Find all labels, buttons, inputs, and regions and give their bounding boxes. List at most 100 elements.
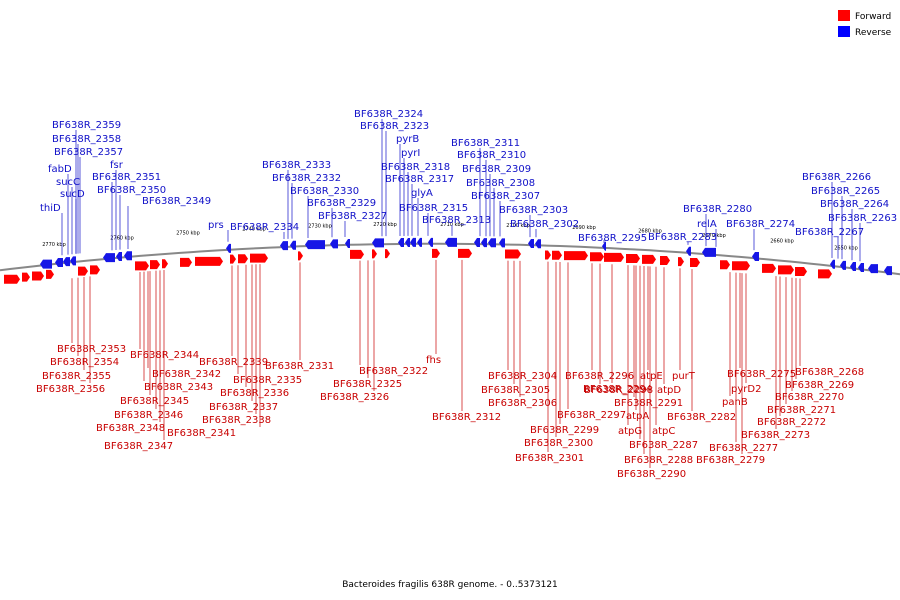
forward-gene-label: BF638R_2326 — [320, 392, 389, 403]
forward-gene-arrow — [135, 261, 149, 271]
reverse-gene-arrow — [417, 237, 422, 247]
forward-gene-label: BF638R_2288 — [624, 455, 693, 466]
forward-gene-arrow — [90, 265, 100, 275]
forward-gene-label: BF638R_2269 — [785, 380, 854, 391]
forward-gene-label: atpD — [657, 385, 681, 396]
reverse-gene-arrow — [226, 243, 231, 253]
reverse-gene-label: BF638R_2302 — [510, 219, 579, 230]
reverse-gene-arrow — [884, 266, 892, 276]
forward-gene-arrow — [298, 251, 303, 261]
reverse-gene-arrow — [40, 259, 52, 269]
forward-gene-arrow — [590, 252, 604, 262]
forward-gene-label: BF638R_2277 — [709, 443, 778, 454]
forward-gene-arrow — [778, 265, 794, 275]
reverse-gene-label: BF638R_2303 — [499, 205, 568, 216]
reverse-gene-arrow — [70, 256, 76, 266]
forward-gene-label: BF638R_2268 — [795, 367, 864, 378]
reverse-gene-arrow — [488, 238, 496, 248]
forward-gene-label: BF638R_2279 — [696, 455, 765, 466]
forward-gene-arrow — [385, 249, 390, 259]
forward-gene-label: BF638R_2297 — [557, 410, 626, 421]
reverse-gene-label: BF638R_2357 — [54, 147, 123, 158]
forward-gene-label: BF638R_2300 — [524, 438, 593, 449]
forward-gene-arrow — [458, 248, 472, 258]
forward-gene-label: BF638R_2304 — [488, 371, 557, 382]
reverse-gene-label: BF638R_2310 — [457, 150, 526, 161]
forward-gene-arrow — [678, 257, 684, 267]
tick-label: 2750 kbp — [176, 230, 200, 236]
reverse-gene-label: glyA — [411, 188, 433, 199]
forward-gene-arrow — [818, 269, 832, 279]
forward-gene-label: BF638R_2305 — [481, 385, 550, 396]
reverse-gene-label: BF638R_2323 — [360, 121, 429, 132]
reverse-gene-arrow — [481, 238, 487, 248]
forward-gene-arrow — [230, 254, 236, 264]
reverse-gene-arrow — [840, 260, 846, 270]
reverse-strand-features — [40, 237, 892, 276]
forward-gene-arrow — [604, 252, 624, 262]
forward-gene-label: BF638R_2282 — [667, 412, 736, 423]
reverse-gene-arrow — [445, 237, 457, 247]
forward-gene-arrow — [690, 257, 700, 267]
forward-gene-arrow — [642, 254, 656, 264]
reverse-gene-label: BF638R_2309 — [462, 164, 531, 175]
forward-gene-label: BF638R_2325 — [333, 379, 402, 390]
forward-gene-label: BF638R_2354 — [50, 357, 119, 368]
reverse-gene-label: BF638R_2359 — [52, 120, 121, 131]
reverse-gene-arrow — [499, 238, 505, 248]
reverse-gene-label: BF638R_2311 — [451, 138, 520, 149]
forward-gene-label: BF638R_2342 — [152, 369, 221, 380]
reverse-gene-label: pyrI — [401, 148, 420, 159]
reverse-gene-arrow — [850, 262, 856, 272]
reverse-gene-arrow — [474, 238, 480, 248]
reverse-gene-arrow — [535, 239, 541, 249]
forward-gene-label: BF638R_2273 — [741, 430, 810, 441]
reverse-gene-label: BF638R_2295 — [578, 233, 647, 244]
reverse-gene-label: prs — [208, 220, 224, 231]
reverse-gene-label: BF638R_2317 — [385, 174, 454, 185]
tick-label: 2710 kbp — [440, 222, 464, 228]
forward-gene-label: pyrD2 — [731, 384, 761, 395]
forward-gene-arrow — [162, 259, 168, 269]
forward-gene-label: BF638R_2337 — [209, 402, 278, 413]
forward-gene-label: BF638R_2341 — [167, 428, 236, 439]
reverse-gene-label: BF638R_2330 — [290, 186, 359, 197]
reverse-gene-label: BF638R_2324 — [354, 109, 423, 120]
reverse-gene-label: BF638R_2358 — [52, 134, 121, 145]
reverse-gene-arrow — [103, 253, 115, 263]
reverse-gene-label: BF638R_2329 — [307, 198, 376, 209]
legend-forward-swatch — [838, 10, 850, 21]
forward-gene-label: BF638R_2356 — [36, 384, 105, 395]
reverse-gene-label: BF638R_2351 — [92, 172, 161, 183]
reverse-gene-arrow — [858, 262, 864, 272]
tick-label: 2730 kbp — [308, 224, 332, 230]
forward-gene-arrow — [552, 250, 562, 260]
forward-gene-label: BF638R_2299 — [530, 425, 599, 436]
reverse-gene-label: BF638R_2267 — [795, 227, 864, 238]
reverse-gene-label: BF638R_2334 — [230, 222, 299, 233]
reverse-gene-label: sucD — [60, 189, 85, 200]
reverse-gene-arrow — [868, 264, 878, 274]
forward-gene-label: BF638R_2272 — [757, 417, 826, 428]
reverse-gene-label: BF638R_2318 — [381, 162, 450, 173]
forward-gene-label: BF638R_2336 — [220, 388, 289, 399]
reverse-gene-arrow — [405, 237, 410, 247]
forward-gene-label: fhs — [426, 355, 441, 366]
reverse-gene-label: BF638R_2313 — [422, 215, 491, 226]
reverse-gene-arrow — [63, 257, 70, 267]
forward-gene-label: BF638R_2312 — [432, 412, 501, 423]
forward-gene-label: BF638R_2270 — [775, 392, 844, 403]
forward-gene-arrow — [795, 267, 807, 277]
forward-gene-arrow — [432, 248, 440, 258]
forward-gene-label: atpA — [626, 411, 649, 422]
forward-gene-arrow — [238, 254, 248, 264]
reverse-gene-arrow — [398, 238, 404, 248]
tick-label: 2670 kbp — [702, 233, 726, 239]
forward-gene-label: BF638R_2345 — [120, 396, 189, 407]
reverse-gene-label: BF638R_2265 — [811, 186, 880, 197]
reverse-gene-label: BF638R_2332 — [272, 173, 341, 184]
forward-gene-arrow — [720, 260, 730, 270]
forward-gene-arrow — [732, 261, 750, 271]
tick-label: 2680 kbp — [638, 228, 662, 234]
forward-gene-arrow — [4, 274, 20, 284]
